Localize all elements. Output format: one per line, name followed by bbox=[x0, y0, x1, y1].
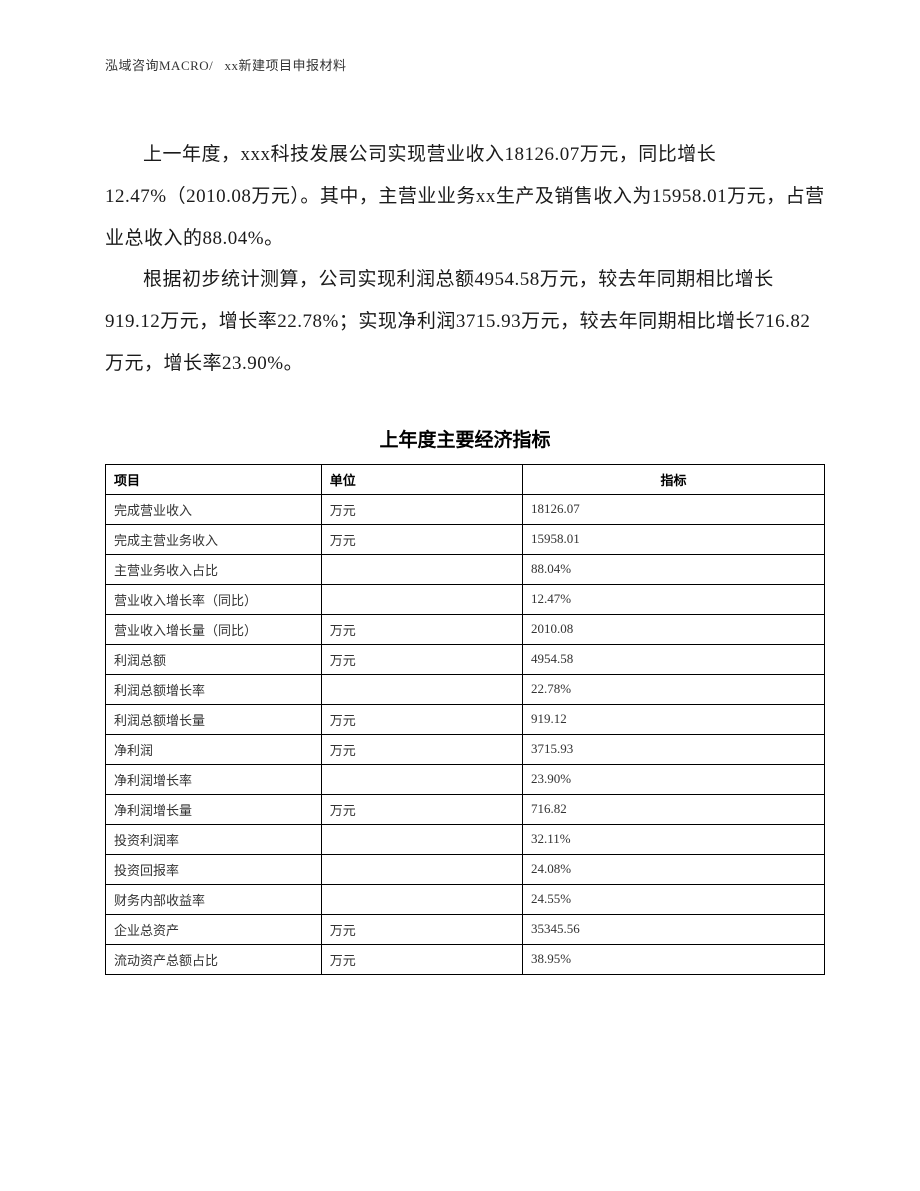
table-row: 完成主营业务收入万元15958.01 bbox=[106, 524, 825, 554]
table-cell-unit bbox=[321, 554, 522, 584]
table-cell-value: 24.55% bbox=[523, 884, 825, 914]
table-cell-unit bbox=[321, 824, 522, 854]
table-cell-item: 净利润增长量 bbox=[106, 794, 322, 824]
table-cell-value: 716.82 bbox=[523, 794, 825, 824]
table-cell-value: 12.47% bbox=[523, 584, 825, 614]
table-cell-item: 流动资产总额占比 bbox=[106, 944, 322, 974]
table-row: 利润总额增长量万元919.12 bbox=[106, 704, 825, 734]
table-row: 净利润增长量万元716.82 bbox=[106, 794, 825, 824]
table-cell-value: 32.11% bbox=[523, 824, 825, 854]
table-body: 完成营业收入万元18126.07完成主营业务收入万元15958.01主营业务收入… bbox=[106, 494, 825, 974]
table-cell-unit bbox=[321, 854, 522, 884]
table-row: 营业收入增长量（同比）万元2010.08 bbox=[106, 614, 825, 644]
table-row: 利润总额增长率 22.78% bbox=[106, 674, 825, 704]
table-cell-value: 35345.56 bbox=[523, 914, 825, 944]
table-title: 上年度主要经济指标 bbox=[105, 425, 825, 452]
table-cell-item: 利润总额增长率 bbox=[106, 674, 322, 704]
header-doc-title: xx新建项目申报材料 bbox=[225, 58, 347, 73]
table-cell-unit: 万元 bbox=[321, 644, 522, 674]
table-cell-item: 投资利润率 bbox=[106, 824, 322, 854]
table-row: 企业总资产万元35345.56 bbox=[106, 914, 825, 944]
table-cell-unit: 万元 bbox=[321, 944, 522, 974]
table-cell-unit bbox=[321, 764, 522, 794]
table-row: 净利润增长率 23.90% bbox=[106, 764, 825, 794]
table-cell-value: 15958.01 bbox=[523, 524, 825, 554]
table-row: 主营业务收入占比 88.04% bbox=[106, 554, 825, 584]
table-cell-value: 18126.07 bbox=[523, 494, 825, 524]
table-cell-unit: 万元 bbox=[321, 614, 522, 644]
table-header-row: 项目 单位 指标 bbox=[106, 464, 825, 494]
table-cell-unit bbox=[321, 584, 522, 614]
header-company: 泓域咨询MACRO/ bbox=[105, 58, 213, 73]
table-row: 营业收入增长率（同比） 12.47% bbox=[106, 584, 825, 614]
table-cell-unit: 万元 bbox=[321, 524, 522, 554]
paragraph-2: 根据初步统计测算，公司实现利润总额4954.58万元，较去年同期相比增长919.… bbox=[105, 259, 825, 384]
table-cell-item: 主营业务收入占比 bbox=[106, 554, 322, 584]
table-cell-item: 利润总额增长量 bbox=[106, 704, 322, 734]
table-header-unit: 单位 bbox=[321, 464, 522, 494]
table-cell-item: 营业收入增长量（同比） bbox=[106, 614, 322, 644]
economic-indicators-table: 项目 单位 指标 完成营业收入万元18126.07完成主营业务收入万元15958… bbox=[105, 464, 825, 975]
table-cell-unit: 万元 bbox=[321, 704, 522, 734]
paragraph-1: 上一年度，xxx科技发展公司实现营业收入18126.07万元，同比增长12.47… bbox=[105, 134, 825, 259]
table-cell-value: 24.08% bbox=[523, 854, 825, 884]
table-cell-unit: 万元 bbox=[321, 494, 522, 524]
table-cell-value: 22.78% bbox=[523, 674, 825, 704]
table-cell-item: 净利润增长率 bbox=[106, 764, 322, 794]
table-cell-unit: 万元 bbox=[321, 794, 522, 824]
table-cell-item: 财务内部收益率 bbox=[106, 884, 322, 914]
page-header: 泓域咨询MACRO/ xx新建项目申报材料 bbox=[105, 55, 825, 74]
table-row: 投资回报率 24.08% bbox=[106, 854, 825, 884]
table-cell-item: 净利润 bbox=[106, 734, 322, 764]
table-row: 财务内部收益率 24.55% bbox=[106, 884, 825, 914]
table-row: 流动资产总额占比万元38.95% bbox=[106, 944, 825, 974]
table-cell-item: 营业收入增长率（同比） bbox=[106, 584, 322, 614]
table-cell-value: 3715.93 bbox=[523, 734, 825, 764]
table-row: 利润总额万元4954.58 bbox=[106, 644, 825, 674]
table-cell-unit: 万元 bbox=[321, 914, 522, 944]
table-cell-item: 利润总额 bbox=[106, 644, 322, 674]
table-cell-item: 投资回报率 bbox=[106, 854, 322, 884]
table-cell-unit bbox=[321, 674, 522, 704]
table-header-item: 项目 bbox=[106, 464, 322, 494]
table-cell-item: 企业总资产 bbox=[106, 914, 322, 944]
table-row: 完成营业收入万元18126.07 bbox=[106, 494, 825, 524]
table-cell-item: 完成营业收入 bbox=[106, 494, 322, 524]
table-header-value: 指标 bbox=[523, 464, 825, 494]
table-cell-unit bbox=[321, 884, 522, 914]
table-cell-value: 2010.08 bbox=[523, 614, 825, 644]
table-cell-value: 38.95% bbox=[523, 944, 825, 974]
table-cell-item: 完成主营业务收入 bbox=[106, 524, 322, 554]
table-cell-value: 88.04% bbox=[523, 554, 825, 584]
table-row: 净利润万元3715.93 bbox=[106, 734, 825, 764]
table-row: 投资利润率 32.11% bbox=[106, 824, 825, 854]
table-cell-unit: 万元 bbox=[321, 734, 522, 764]
table-cell-value: 23.90% bbox=[523, 764, 825, 794]
table-cell-value: 4954.58 bbox=[523, 644, 825, 674]
table-cell-value: 919.12 bbox=[523, 704, 825, 734]
